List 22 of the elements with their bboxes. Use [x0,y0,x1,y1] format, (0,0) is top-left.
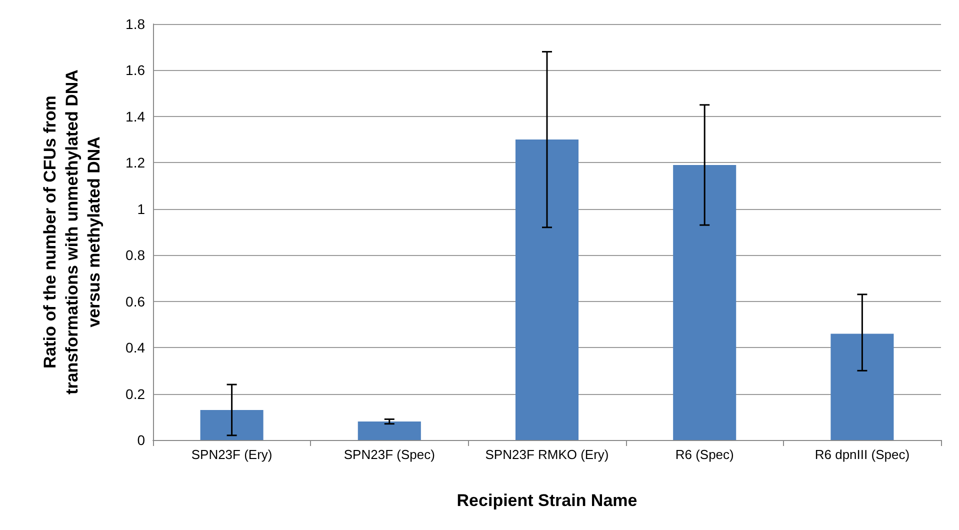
y-tick-label: 1 [137,200,146,217]
bar [830,334,894,440]
x-tick-label: R6 (Spec) [675,447,734,462]
x-tick-label: SPN23F (Ery) [191,447,272,462]
y-tick-label: 1.8 [126,16,146,32]
y-axis-title: Ratio of the number of CFUs from transformations with unmethylated DNA versus methylated DNA [40,70,104,394]
y-tick-label: 1.4 [126,108,146,124]
y-tick-label: 0.2 [126,386,146,402]
bar [358,422,421,440]
y-tick-label: 0.6 [126,293,146,310]
bar [515,140,579,440]
y-tick-label: 1.2 [126,154,146,171]
y-tick-label: 0 [137,432,146,448]
x-tick-label: SPN23F RMKO (Ery) [485,447,609,462]
y-tick-label: 0.4 [126,340,146,356]
x-axis-title: Recipient Strain Name [456,491,638,510]
x-tick-label: SPN23F (Spec) [344,447,435,462]
y-tick-label: 0.8 [126,247,146,264]
x-tick-label: R6 dpnIII (Spec) [814,447,910,462]
bar [673,164,736,440]
y-tick-label: 1.6 [126,62,146,78]
bar [200,410,264,440]
